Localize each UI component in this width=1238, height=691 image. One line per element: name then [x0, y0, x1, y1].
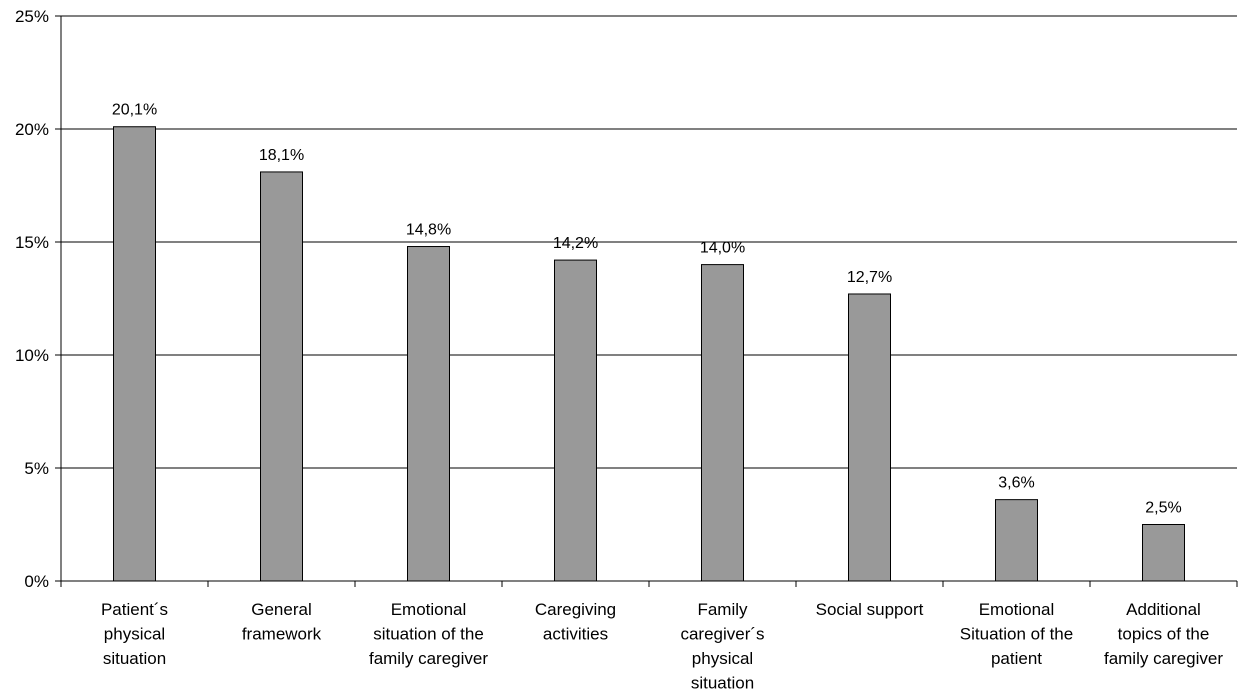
bar — [554, 259, 597, 582]
bar — [407, 246, 450, 582]
data-label: 3,6% — [998, 475, 1034, 492]
data-label: 12,7% — [847, 269, 892, 286]
category-label-line: situation — [691, 674, 754, 691]
category-label-line: Family — [697, 600, 748, 619]
data-label: 18,1% — [259, 147, 304, 164]
category-label-line: caregiver´s — [680, 625, 764, 644]
category-label-line: physical — [692, 649, 753, 668]
category-label-line: General — [251, 600, 311, 619]
category-label-line: Caregiving — [535, 600, 616, 619]
axes — [55, 15, 1238, 587]
data-label: 2,5% — [1145, 500, 1181, 517]
category-label-line: topics of the — [1118, 625, 1210, 644]
y-tick-label: 5% — [24, 459, 49, 478]
data-label: 14,0% — [700, 240, 745, 257]
bar — [848, 293, 891, 582]
category-label-line: Additional — [1126, 600, 1201, 619]
category-label-line: situation of the — [373, 625, 484, 644]
category-label-line: family caregiver — [369, 649, 488, 668]
category-label: Additional topics of the family caregiver — [1104, 600, 1223, 668]
category-label-line: family caregiver — [1104, 649, 1223, 668]
y-tick-label: 10% — [15, 346, 49, 365]
category-label: Social support — [816, 600, 924, 619]
bar — [701, 264, 744, 582]
category-label: General framework — [242, 600, 322, 644]
category-label: Patient´s physical situation — [101, 600, 168, 668]
bar — [995, 499, 1038, 582]
category-label: Caregiving activities — [535, 600, 616, 644]
category-label-line: framework — [242, 625, 322, 644]
labels: 0% 5% 10% 15% 20% 25% 20,1% Patient´s physical si… — [15, 7, 1223, 691]
y-tick-label: 15% — [15, 233, 49, 252]
grid-lines — [61, 15, 1237, 469]
category-label-line: situation — [103, 649, 166, 668]
category-label-line: patient — [991, 649, 1042, 668]
category-label-line: Emotional — [391, 600, 467, 619]
y-tick-label: 20% — [15, 120, 49, 139]
bars — [113, 126, 1185, 582]
bar — [1142, 524, 1185, 582]
category-label: Emotional Situation of the patient — [960, 600, 1073, 668]
category-label-line: Social support — [816, 600, 924, 619]
category-label: Family caregiver´s physical situation — [680, 600, 764, 691]
category-label-line: Patient´s — [101, 600, 168, 619]
category-label-line: physical — [104, 625, 165, 644]
y-tick-label: 25% — [15, 7, 49, 26]
data-label: 14,8% — [406, 222, 451, 239]
bar — [260, 171, 303, 582]
category-label-line: activities — [543, 625, 608, 644]
category-label-line: Situation of the — [960, 625, 1073, 644]
y-tick-label: 0% — [24, 572, 49, 591]
data-label: 14,2% — [553, 235, 598, 252]
category-label-line: Emotional — [979, 600, 1055, 619]
data-label: 20,1% — [112, 102, 157, 119]
bar — [113, 126, 156, 582]
category-label: Emotional situation of the family caregive… — [369, 600, 488, 668]
